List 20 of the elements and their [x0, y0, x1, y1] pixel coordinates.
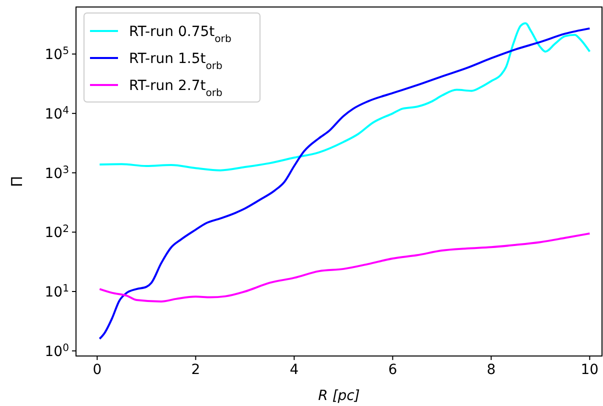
x-tick-label: 0 [92, 362, 102, 378]
x-tick-label: 8 [486, 362, 496, 378]
line-series [98, 22, 591, 172]
legend-label: RT-run 1.5t$_{orb}$ [129, 51, 222, 72]
y-tick-label: 10$^{3}$ [44, 164, 69, 182]
legend-label: RT-run 0.75t$_{orb}$ [129, 24, 232, 44]
x-tick-label: 10 [580, 362, 599, 378]
legend-label: RT-run 2.7t$_{orb}$ [129, 78, 222, 98]
line-series [98, 27, 591, 340]
y-axis-title: Π [8, 176, 26, 188]
y-tick-label: 10$^{0}$ [44, 342, 69, 360]
x-tick-label: 6 [388, 362, 398, 378]
x-axis-title: R [pc] [318, 388, 360, 404]
y-tick-label: 10$^{5}$ [44, 46, 69, 64]
y-tick-label: 10$^{1}$ [44, 283, 69, 301]
y-tick-label: 10$^{4}$ [44, 104, 69, 122]
x-tick-label: 4 [290, 362, 299, 378]
line-series [98, 232, 591, 302]
x-tick-label: 2 [191, 362, 200, 378]
y-tick-label: 10$^{2}$ [44, 224, 69, 242]
